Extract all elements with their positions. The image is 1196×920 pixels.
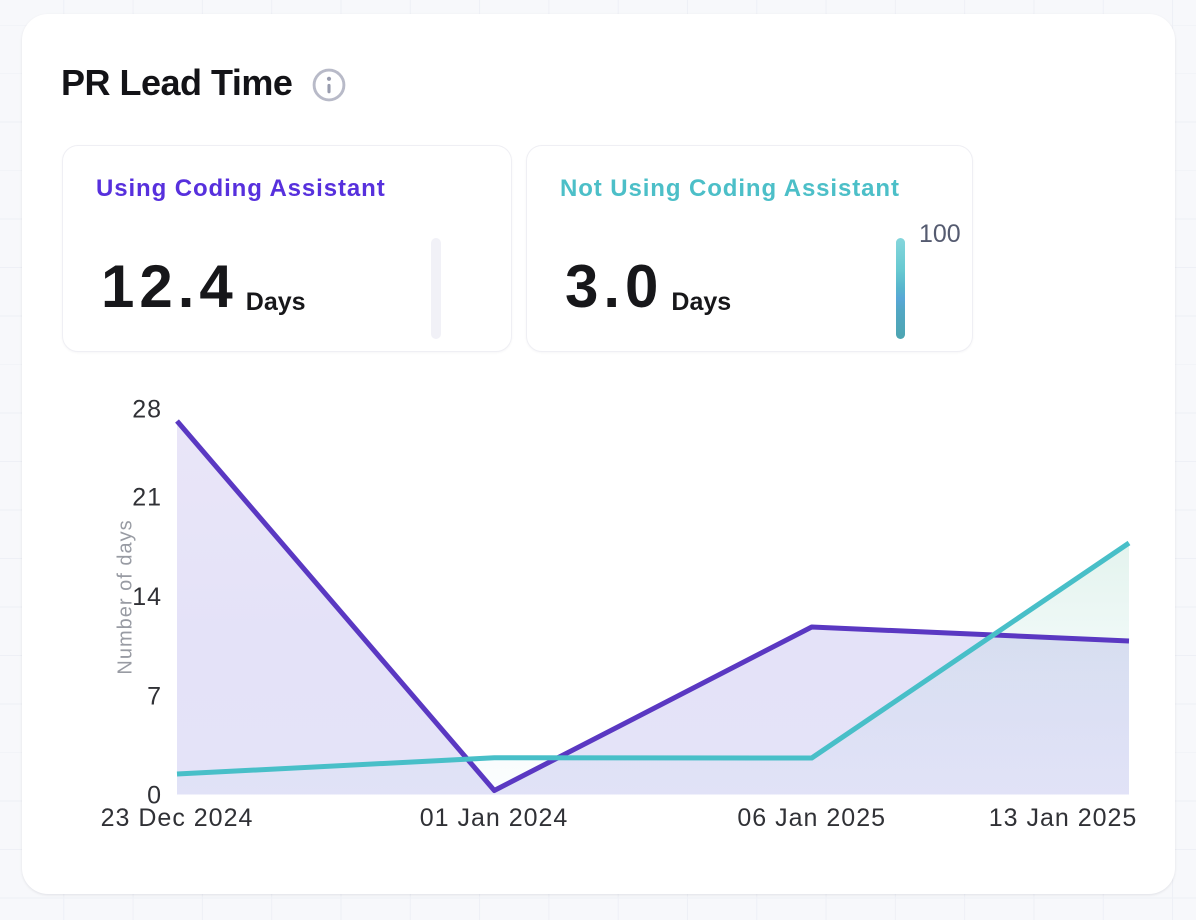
- svg-text:14: 14: [132, 583, 162, 611]
- svg-text:0: 0: [147, 781, 162, 809]
- svg-text:23 Dec 2024: 23 Dec 2024: [101, 804, 254, 832]
- svg-text:21: 21: [132, 484, 162, 512]
- svg-text:28: 28: [132, 396, 162, 424]
- svg-text:13 Jan 2025: 13 Jan 2025: [989, 804, 1138, 832]
- svg-text:01 Jan 2024: 01 Jan 2024: [420, 804, 569, 832]
- svg-text:Number of days: Number of days: [115, 519, 137, 674]
- svg-text:7: 7: [147, 682, 162, 710]
- svg-text:06 Jan 2025: 06 Jan 2025: [737, 804, 886, 832]
